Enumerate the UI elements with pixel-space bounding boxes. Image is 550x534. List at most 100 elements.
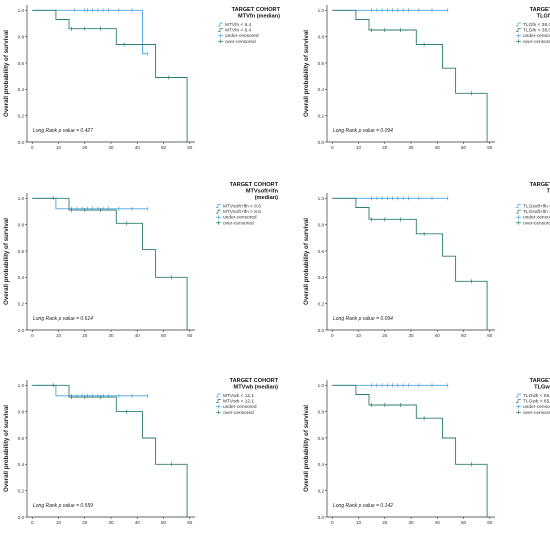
p-value-annotation: Long Rank p value = 0.094 — [333, 316, 393, 322]
y-tick-label: 0.2 — [18, 488, 25, 493]
legend-item-label: under-censored — [223, 215, 257, 221]
legend-line-swatch — [218, 22, 223, 27]
km-panel-3: 0.0 0.2 0.4 0.6 0.8 1.0 0 10 20 30 40 50 60 Overall p… — [3, 182, 279, 338]
legend-title: TLGfn (median) — [537, 14, 550, 20]
legend-item-label: under-censored — [523, 215, 550, 221]
legend-line-swatch — [218, 28, 223, 32]
legend-line-swatch — [516, 399, 521, 403]
legend-item-label: TLGsoft+lfn < 42.5 — [523, 204, 550, 210]
x-tick-label: 30 — [108, 520, 114, 525]
legend-title: TARGET COHORT — [530, 378, 550, 384]
x-tick-label: 60 — [187, 145, 193, 150]
y-tick-label: 0.2 — [318, 488, 325, 493]
y-tick-label: 1.0 — [18, 383, 25, 388]
legend-title: TLGsoft+lfn — [546, 189, 550, 195]
y-tick-label: 0.2 — [318, 113, 325, 118]
legend-title: TARGET COHORT — [230, 182, 279, 188]
legend-item-label: TLGfn > 38.0 — [523, 28, 550, 34]
y-tick-label: 0.4 — [18, 462, 25, 467]
legend-item-label: TLGsoft+lfn > 42.5 — [523, 209, 550, 215]
y-axis-label: Overall probability of survival — [3, 218, 10, 305]
x-tick-label: 10 — [356, 145, 362, 150]
y-tick-label: 0.6 — [318, 61, 325, 66]
y-tick-label: 0.6 — [318, 436, 325, 441]
x-tick-label: 0 — [31, 520, 34, 525]
y-tick-label: 0.4 — [318, 275, 325, 280]
survival-curve-series-2 — [332, 9, 488, 142]
legend-line-swatch — [516, 209, 521, 214]
x-tick-label: 10 — [56, 520, 62, 525]
y-tick-label: 0.6 — [18, 249, 25, 254]
x-tick-label: 0 — [31, 333, 34, 338]
legend-title: TARGET COHORT — [232, 7, 281, 13]
x-tick-label: 30 — [108, 333, 114, 338]
legend-item-label: over-censored — [223, 410, 254, 416]
legend-line-swatch — [516, 28, 521, 32]
y-tick-label: 0.0 — [318, 140, 325, 145]
y-tick-label: 0.0 — [318, 515, 325, 520]
y-tick-label: 0.0 — [18, 515, 25, 520]
y-tick-label: 0.4 — [18, 87, 25, 92]
x-tick-label: 50 — [461, 333, 467, 338]
legend-item-label: TLGwb > 65.2 — [523, 399, 550, 405]
survival-curve-series-2 — [32, 9, 188, 142]
legend-item-label: TLGfn < 38.0 — [523, 22, 550, 28]
legend-item-label: MTVsoft+lfn > 8.6 — [223, 209, 261, 215]
km-panel-2: 0.0 0.2 0.4 0.6 0.8 1.0 0 10 20 30 40 50 60 Overall p… — [303, 5, 550, 150]
x-tick-label: 40 — [435, 333, 441, 338]
x-tick-label: 10 — [56, 333, 62, 338]
y-tick-label: 0.8 — [18, 34, 25, 39]
y-tick-label: 0.8 — [18, 222, 25, 227]
y-tick-label: 0.2 — [18, 113, 25, 118]
legend-item-label: MTVfn > 6.4 — [225, 28, 252, 34]
legend-item-label: under-censored — [523, 404, 550, 410]
legend-item-label: TLGwb < 65.2 — [523, 393, 550, 399]
y-tick-label: 0.8 — [318, 34, 325, 39]
x-tick-label: 40 — [435, 145, 441, 150]
y-tick-label: 1.0 — [318, 383, 325, 388]
y-tick-label: 0.0 — [18, 328, 25, 333]
legend-item-label: under-censored — [223, 404, 257, 410]
y-axis-label: Overall probability of survival — [303, 218, 310, 305]
y-tick-label: 0.2 — [18, 301, 25, 306]
legend-item-label: over-censored — [523, 39, 550, 45]
p-value-annotation: Long Rank p value = 0.094 — [333, 128, 393, 134]
y-axis-label: Overall probability of survival — [3, 30, 10, 117]
x-tick-label: 20 — [82, 333, 88, 338]
y-tick-label: 0.4 — [18, 275, 25, 280]
x-tick-label: 60 — [487, 520, 493, 525]
legend-line-swatch — [516, 22, 521, 27]
survival-curve-series-2 — [32, 197, 188, 330]
legend-title: TARGET COHORT — [530, 7, 550, 13]
y-tick-label: 0.0 — [18, 140, 25, 145]
x-tick-label: 30 — [408, 333, 414, 338]
x-tick-label: 40 — [135, 520, 141, 525]
y-tick-label: 0.8 — [18, 409, 25, 414]
legend-item-label: over-censored — [225, 39, 256, 45]
legend-title: MTVsoft+lfn — [246, 189, 279, 195]
legend-item-label: under-censored — [523, 33, 550, 39]
y-tick-label: 0.6 — [318, 249, 325, 254]
x-tick-label: 50 — [161, 145, 167, 150]
x-tick-label: 20 — [382, 145, 388, 150]
x-tick-label: 20 — [82, 520, 88, 525]
y-tick-label: 0.6 — [18, 61, 25, 66]
y-tick-label: 1.0 — [18, 196, 25, 201]
y-tick-label: 0.8 — [318, 222, 325, 227]
y-tick-label: 0.8 — [318, 409, 325, 414]
x-tick-label: 60 — [487, 333, 493, 338]
y-tick-label: 0.6 — [18, 436, 25, 441]
x-tick-label: 30 — [108, 145, 114, 150]
km-panel-6: 0.0 0.2 0.4 0.6 0.8 1.0 0 10 20 30 40 50 60 Overall p… — [303, 378, 550, 525]
legend-line-swatch — [516, 393, 521, 398]
survival-curve-series-2 — [32, 384, 188, 517]
survival-curve-series-1 — [32, 9, 148, 55]
legend-item-label: MTVfn < 6.4 — [225, 22, 252, 28]
x-tick-label: 10 — [356, 520, 362, 525]
x-tick-label: 40 — [135, 333, 141, 338]
y-tick-label: 0.4 — [318, 87, 325, 92]
legend-line-swatch — [516, 204, 521, 208]
legend-item-label: MTVwb < 12.1 — [223, 393, 254, 399]
p-value-annotation: Long Rank p value = 0.427 — [33, 128, 93, 134]
